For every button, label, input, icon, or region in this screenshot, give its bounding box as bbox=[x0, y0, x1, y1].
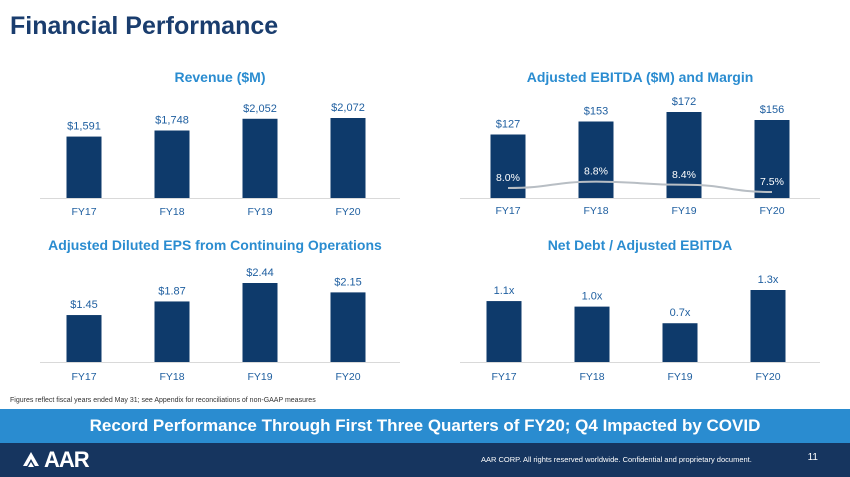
bar-fy20 bbox=[750, 290, 786, 362]
page-number: 11 bbox=[807, 452, 818, 463]
footnote: Figures reflect fiscal years ended May 3… bbox=[10, 397, 316, 404]
category-label: FY18 bbox=[159, 206, 184, 218]
category-label: FY17 bbox=[495, 205, 520, 217]
category-label: FY19 bbox=[667, 371, 692, 383]
bar-value-label: $1,748 bbox=[155, 115, 189, 127]
bar-fy17 bbox=[486, 301, 522, 362]
margin-line bbox=[507, 180, 773, 193]
bar-fy18 bbox=[154, 130, 190, 198]
category-label: FY19 bbox=[671, 205, 696, 217]
category-label: FY20 bbox=[759, 205, 784, 217]
eps-chart-title: Adjusted Diluted EPS from Continuing Ope… bbox=[48, 237, 382, 253]
category-label: FY18 bbox=[159, 371, 184, 383]
category-label: FY18 bbox=[583, 205, 608, 217]
bar-value-label: 1.0x bbox=[582, 291, 603, 303]
margin-label: 8.0% bbox=[496, 172, 520, 184]
ebitda-chart-title: Adjusted EBITDA ($M) and Margin bbox=[526, 69, 754, 85]
footer-bar: AAR AAR CORP. All rights reserved worldw… bbox=[0, 443, 850, 477]
bar-fy20 bbox=[330, 118, 366, 198]
headline-banner: Record Performance Through First Three Q… bbox=[0, 409, 850, 443]
bar-value-label: $1,591 bbox=[67, 121, 101, 133]
bar-fy17 bbox=[66, 315, 102, 362]
category-label: FY17 bbox=[71, 206, 96, 218]
category-label: FY18 bbox=[579, 371, 604, 383]
bar-fy20 bbox=[330, 292, 366, 362]
bar-value-label: $2.15 bbox=[334, 276, 362, 288]
bar-value-label: $2.44 bbox=[246, 267, 274, 279]
logo-text: AAR bbox=[44, 447, 90, 472]
bar-fy19 bbox=[242, 118, 278, 198]
bar-value-label: 1.3x bbox=[758, 274, 779, 286]
bar-value-label: $156 bbox=[760, 104, 784, 116]
eps-chart: $1.45 FY17 $1.87 FY18 $2.44 FY19 $2.15 FY20 bbox=[40, 267, 400, 383]
bar-value-label: $1.87 bbox=[158, 285, 186, 297]
bar-fy18 bbox=[578, 121, 614, 198]
logo-mark-icon bbox=[23, 452, 39, 467]
page-title: Financial Performance bbox=[10, 12, 279, 40]
margin-label: 8.4% bbox=[672, 169, 696, 181]
leverage-chart: 1.1x FY17 1.0x FY18 0.7x FY19 1.3x FY20 bbox=[460, 274, 820, 383]
bar-value-label: $2,052 bbox=[243, 103, 277, 115]
bar-value-label: $1.45 bbox=[70, 299, 98, 311]
bar-fy18 bbox=[154, 301, 190, 362]
category-label: FY19 bbox=[247, 206, 272, 218]
bar-value-label: 0.7x bbox=[670, 307, 691, 319]
bar-fy19 bbox=[242, 283, 278, 362]
margin-label: 7.5% bbox=[760, 176, 784, 188]
revenue-chart-title: Revenue ($M) bbox=[174, 69, 266, 85]
category-label: FY20 bbox=[335, 371, 360, 383]
bar-fy17 bbox=[66, 136, 102, 198]
margin-label: 8.8% bbox=[584, 166, 608, 178]
aar-logo: AAR bbox=[22, 447, 90, 472]
bar-value-label: $172 bbox=[672, 96, 696, 108]
category-label: FY17 bbox=[491, 371, 516, 383]
ebitda-chart: $127 FY17 $153 FY18 $172 FY19 $156 FY20 8.0% 8.8%… bbox=[460, 96, 820, 217]
bar-value-label: $153 bbox=[584, 106, 608, 118]
bar-value-label: 1.1x bbox=[494, 285, 515, 297]
category-label: FY20 bbox=[335, 206, 360, 218]
category-label: FY17 bbox=[71, 371, 96, 383]
leverage-chart-title: Net Debt / Adjusted EBITDA bbox=[547, 237, 733, 253]
category-label: FY20 bbox=[755, 371, 780, 383]
revenue-chart: $1,591 FY17 $1,748 FY18 $2,052 FY19 $2,072 FY20 bbox=[40, 102, 400, 218]
bar-fy19 bbox=[662, 323, 698, 362]
bar-fy19 bbox=[666, 112, 702, 198]
category-label: FY19 bbox=[247, 371, 272, 383]
bar-value-label: $127 bbox=[496, 119, 520, 131]
footer-legal-text: AAR CORP. All rights reserved worldwide.… bbox=[481, 455, 752, 464]
bar-fy20 bbox=[754, 120, 790, 198]
bar-value-label: $2,072 bbox=[331, 102, 365, 114]
bar-fy18 bbox=[574, 306, 610, 362]
